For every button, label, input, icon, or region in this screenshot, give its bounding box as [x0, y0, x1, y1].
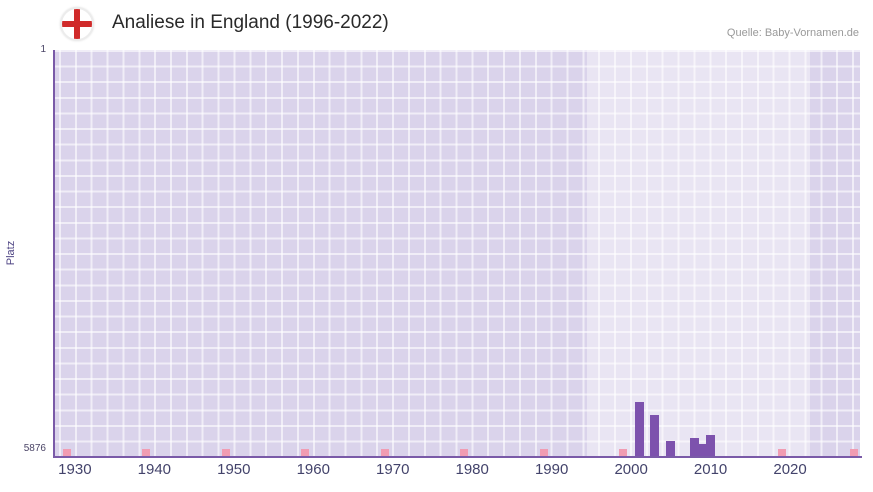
- plot-area: [55, 50, 860, 456]
- rank-bar-2001[interactable]: [634, 401, 644, 456]
- decade-mark: [849, 449, 858, 456]
- x-tick-label: 2010: [693, 461, 728, 478]
- x-tick-label: 1960: [296, 461, 330, 478]
- y-tick-top: 1: [40, 44, 46, 55]
- decade-mark: [221, 449, 230, 456]
- data-range-highlight: [587, 50, 810, 456]
- chart-header: Analiese in England (1996-2022) Quelle: …: [0, 0, 873, 46]
- y-axis-title: Platz: [5, 240, 17, 266]
- x-tick-label: 2000: [614, 461, 648, 478]
- y-tick-bottom: 5876: [23, 443, 46, 454]
- source-credit: Quelle: Baby-Vornamen.de: [726, 27, 859, 39]
- decade-mark: [460, 449, 469, 456]
- flag-cross-horizontal: [62, 21, 92, 27]
- rank-bar-2008[interactable]: [690, 437, 700, 456]
- y-axis-line: [53, 50, 55, 458]
- x-tick-label: 1980: [455, 461, 489, 478]
- decade-mark: [778, 449, 787, 456]
- x-tick-label: 2020: [773, 461, 807, 478]
- x-tick-label: 1970: [376, 461, 410, 478]
- rank-bar-2010[interactable]: [706, 434, 716, 456]
- x-tick-label: 1990: [534, 461, 569, 478]
- x-tick-label: 1940: [137, 461, 172, 478]
- england-flag-icon: [60, 7, 94, 41]
- rank-bar-2005[interactable]: [666, 441, 676, 456]
- decade-mark: [539, 449, 548, 456]
- rank-bar-2009[interactable]: [698, 443, 708, 456]
- decade-mark: [301, 449, 310, 456]
- decade-mark: [619, 449, 628, 456]
- x-tick-label: 1950: [217, 461, 251, 478]
- decade-mark: [380, 449, 389, 456]
- rank-bar-2003[interactable]: [650, 414, 660, 456]
- x-tick-label: 1930: [58, 461, 92, 478]
- page-title: Analiese in England (1996-2022): [112, 12, 389, 33]
- decade-mark: [142, 449, 151, 456]
- decade-mark: [62, 449, 71, 456]
- x-axis-ticks: 1930 1940 1950 1960 1970 1980 1990 2000 2010 2020: [0, 461, 873, 483]
- x-axis-line: [53, 456, 862, 458]
